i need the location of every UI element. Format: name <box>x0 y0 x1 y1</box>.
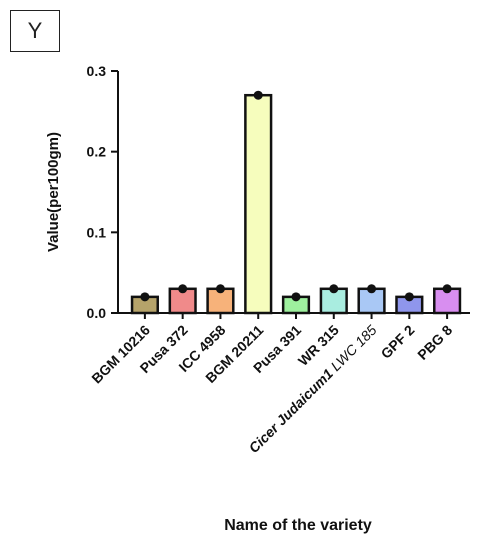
data-points <box>140 90 452 302</box>
y-axis: 0.0 0.1 0.2 0.3 <box>87 63 119 321</box>
panel-label: Y <box>10 10 60 52</box>
y-tick-label: 0.3 <box>87 63 107 79</box>
y-tick-label: 0.0 <box>87 305 107 321</box>
data-point <box>404 292 414 302</box>
y-tick-label: 0.2 <box>87 144 107 160</box>
data-point <box>140 292 150 302</box>
x-tick-label: PBG 8 <box>414 322 455 363</box>
data-point <box>291 292 301 302</box>
bars <box>130 93 462 315</box>
y-axis-label: Value(per100gm) <box>45 132 62 252</box>
x-tick-label-main: GPF 2 <box>378 322 418 362</box>
bar <box>244 93 273 315</box>
x-axis-label: Name of the variety <box>224 517 372 534</box>
y-tick-label: 0.1 <box>87 224 107 240</box>
data-point <box>253 90 263 100</box>
data-point <box>215 284 225 294</box>
data-point <box>329 284 339 294</box>
x-tick-label: BGM 10216 <box>88 322 153 387</box>
data-point <box>442 284 452 294</box>
x-tick-label-main: PBG 8 <box>414 322 455 363</box>
x-tick-label: GPF 2 <box>378 322 418 362</box>
data-point <box>178 284 188 294</box>
data-point <box>367 284 377 294</box>
x-tick-label-main: BGM 10216 <box>88 322 153 387</box>
x-tick-label-main: Cicer Judaicum1 <box>245 363 338 456</box>
